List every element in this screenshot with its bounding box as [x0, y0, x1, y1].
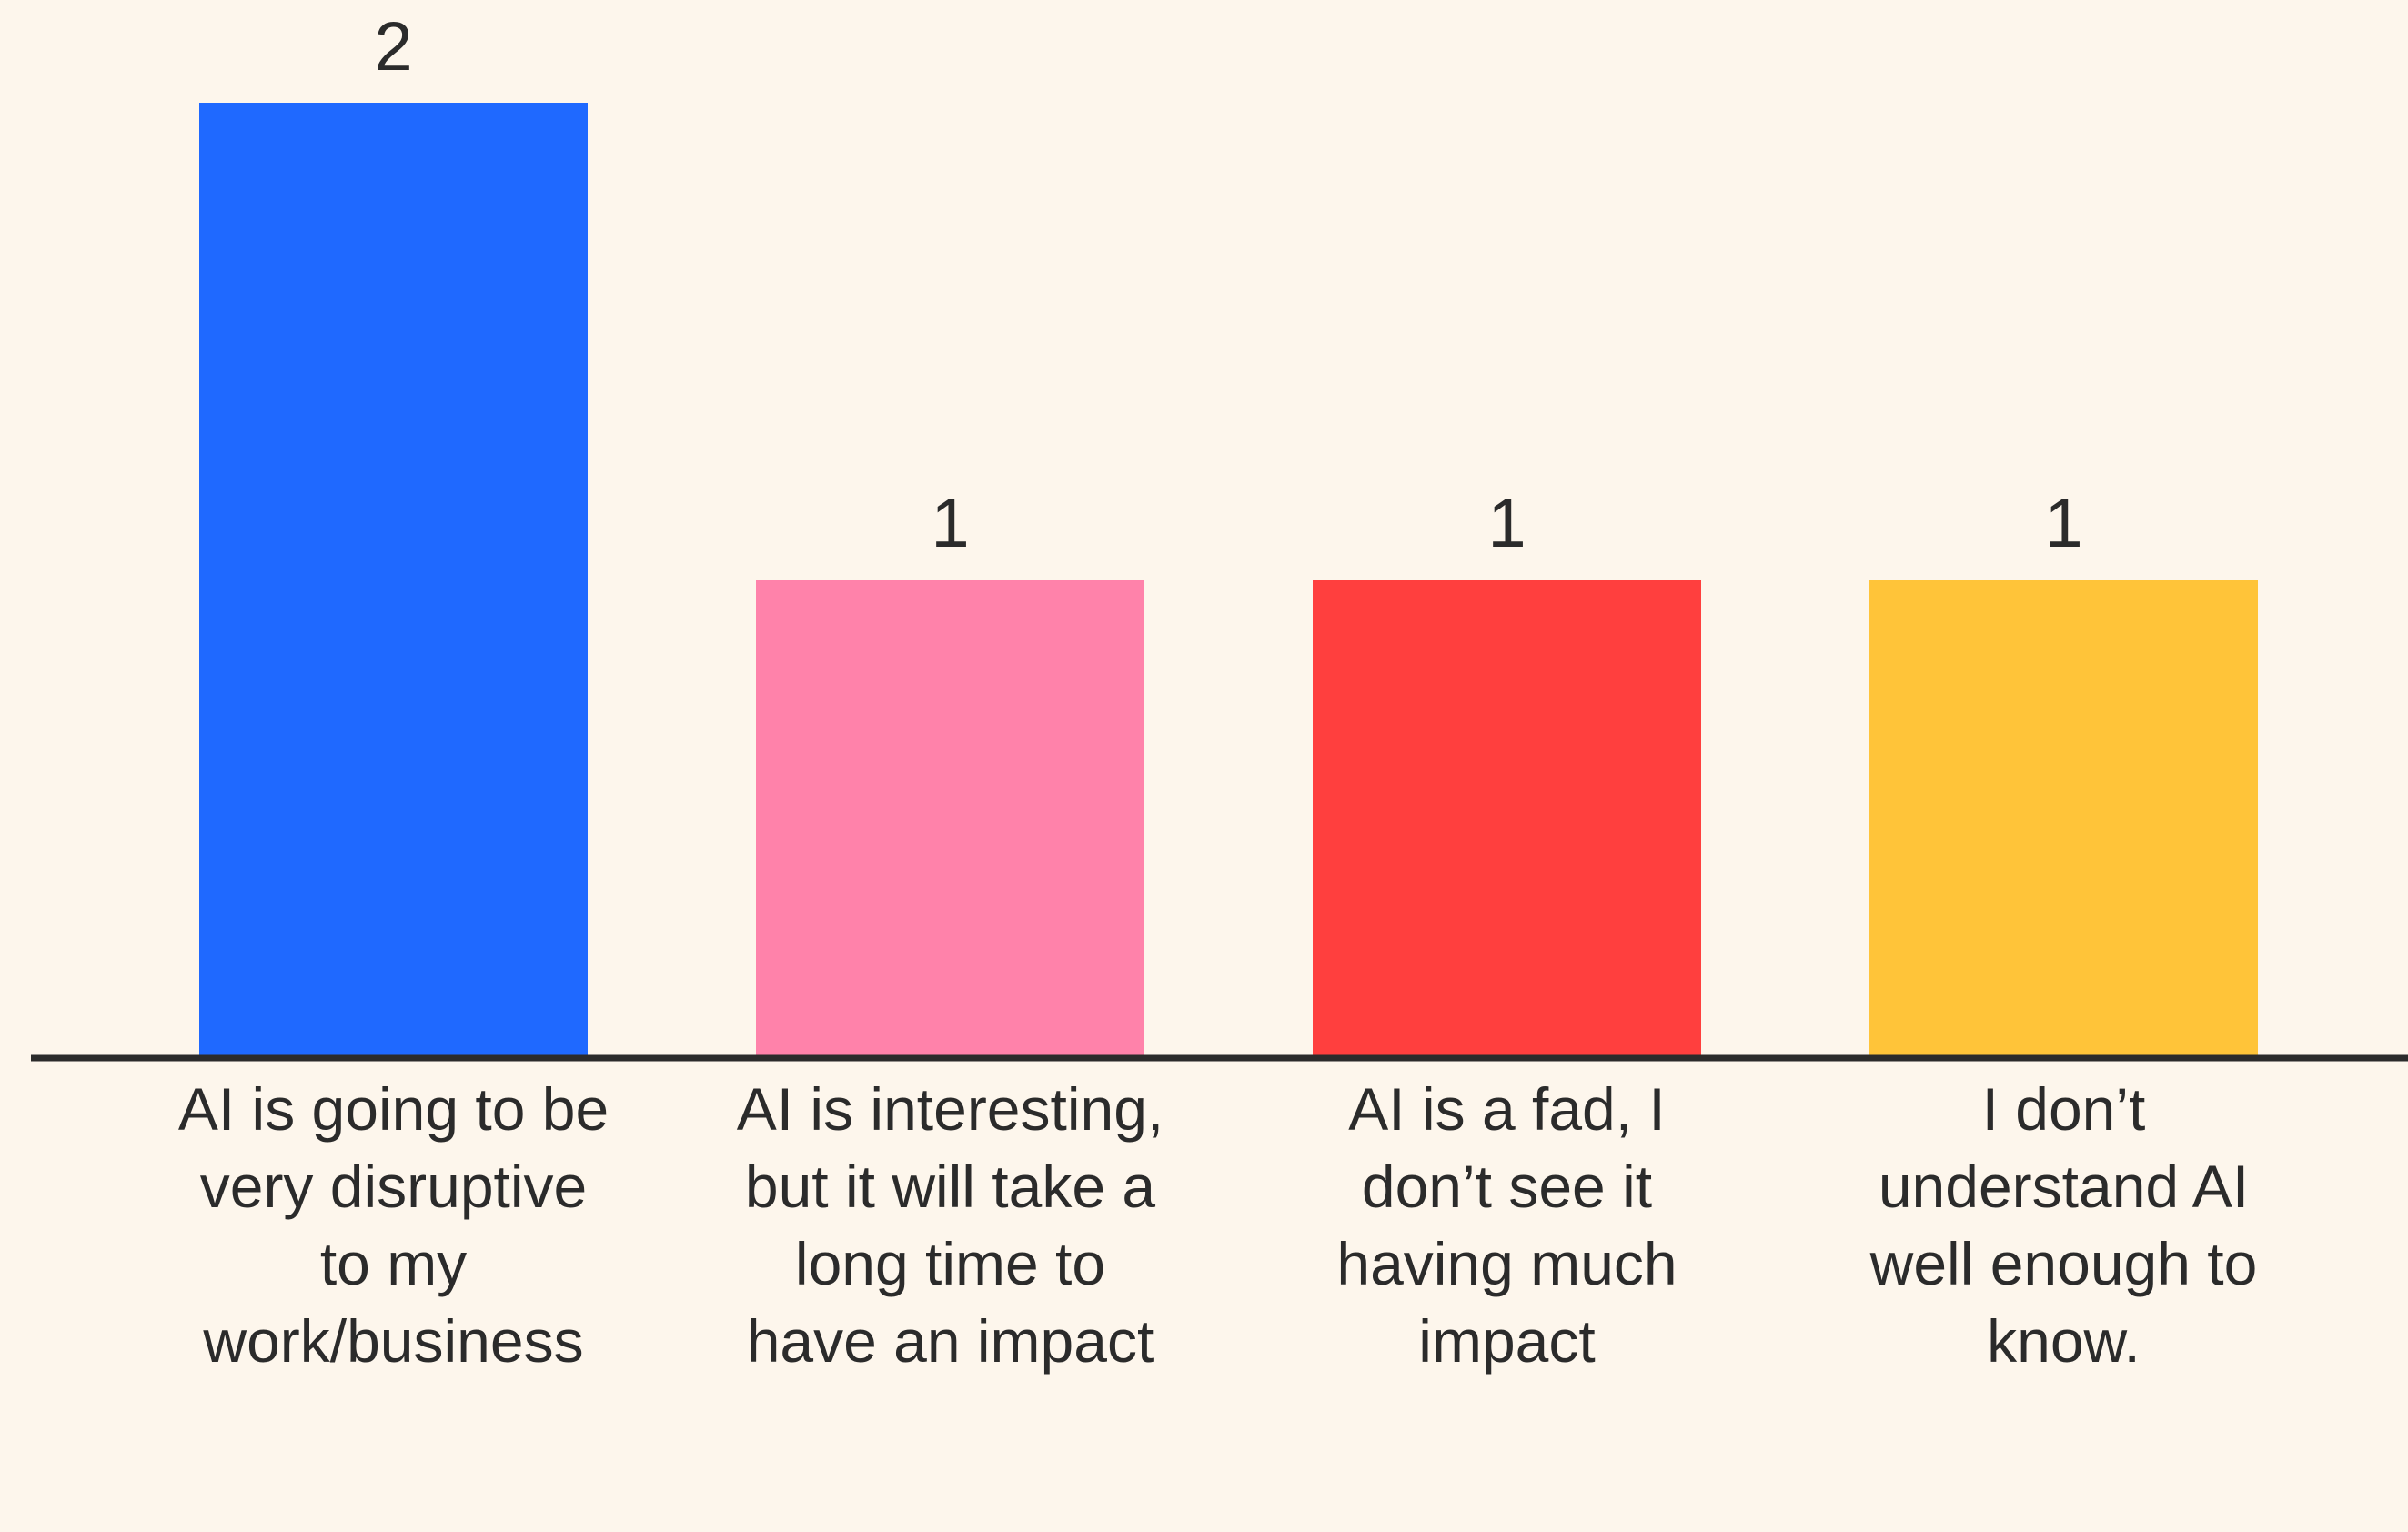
category-label: AI is going to be very disruptive to my … — [177, 1075, 610, 1375]
bar — [1313, 580, 1701, 1056]
category-label: AI is interesting, but it will take a lo… — [736, 1075, 1164, 1375]
category-label: AI is a fad, I don’t see it having much … — [1336, 1075, 1678, 1375]
category-label: I don’t understand AI well enough to kno… — [1869, 1075, 2258, 1375]
value-label: 1 — [1487, 485, 1526, 562]
value-label: 1 — [2044, 485, 2082, 562]
bar — [199, 103, 588, 1056]
bar — [756, 580, 1144, 1056]
value-label: 1 — [931, 485, 969, 562]
value-label: 2 — [374, 8, 412, 86]
bar — [1869, 580, 2258, 1056]
